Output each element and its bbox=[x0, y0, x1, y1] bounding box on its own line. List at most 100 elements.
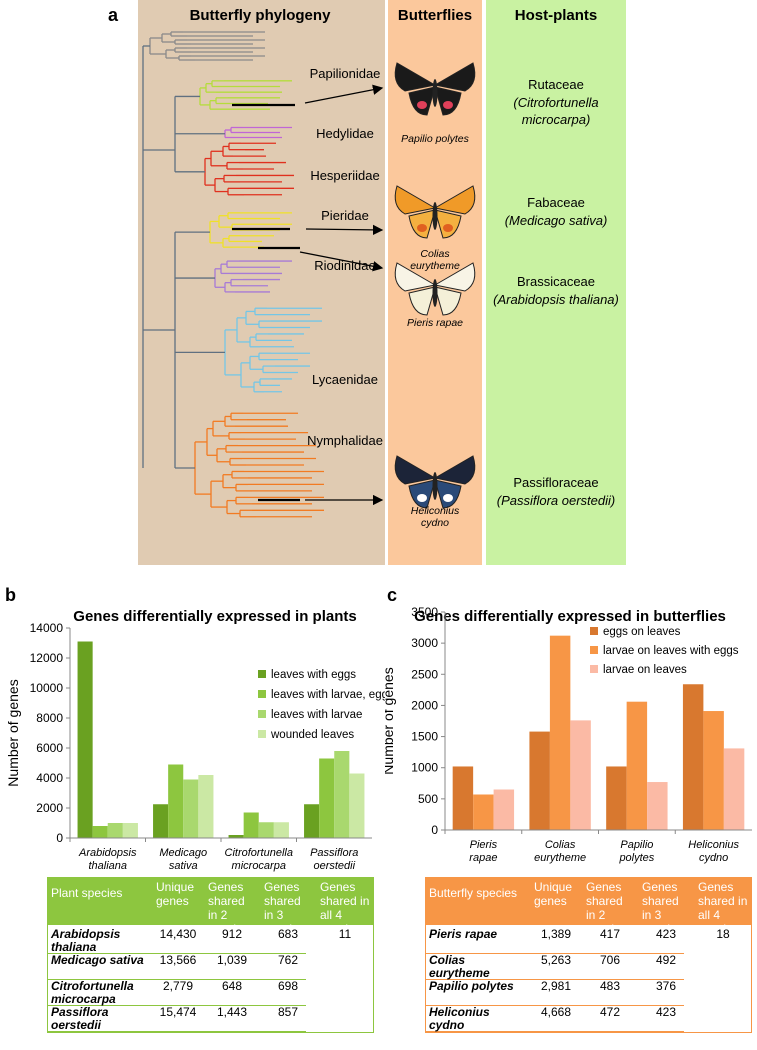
row-divider bbox=[47, 1005, 306, 1006]
chart-title: Genes differentially expressed in butter… bbox=[414, 608, 726, 625]
x-tick-label: Arabidopsis thaliana bbox=[78, 847, 137, 872]
arrow bbox=[305, 224, 384, 236]
y-tick-label: 2000 bbox=[36, 801, 63, 815]
panel-label: a bbox=[108, 5, 119, 25]
table-cell: 15,474 bbox=[159, 1005, 197, 1019]
table-cell: 683 bbox=[277, 927, 299, 941]
wing bbox=[394, 185, 437, 215]
y-tick-label: 8000 bbox=[36, 711, 63, 725]
wing bbox=[434, 286, 462, 316]
bar bbox=[473, 794, 494, 830]
wing bbox=[394, 262, 437, 292]
arrow bbox=[304, 84, 384, 104]
bar bbox=[626, 701, 648, 830]
table-cell: 483 bbox=[599, 979, 621, 993]
family-label: Papilionidae bbox=[309, 66, 381, 81]
legend-label: leaves with eggs bbox=[271, 669, 356, 681]
bar bbox=[92, 826, 108, 838]
family-label: Nymphalidae bbox=[307, 433, 383, 448]
x-tick-label: Passiflora oerstedii bbox=[310, 847, 358, 872]
wing bbox=[394, 62, 437, 92]
table-cell: 376 bbox=[655, 979, 677, 993]
legend-label: larvae on leaves bbox=[603, 664, 687, 676]
y-tick-label: 3500 bbox=[411, 605, 438, 619]
bar bbox=[529, 731, 550, 830]
species-cell: Citrofortunella microcarpa bbox=[51, 979, 134, 1006]
table-cell: 2,981 bbox=[540, 979, 572, 993]
wing-spot bbox=[417, 494, 427, 502]
wing bbox=[394, 455, 437, 485]
table-cell: 423 bbox=[655, 1005, 677, 1019]
header: Host-plants bbox=[514, 7, 598, 24]
arrow bbox=[299, 251, 384, 272]
species-cell: Pieris rapae bbox=[429, 927, 498, 941]
bar bbox=[198, 775, 214, 838]
table-cell: 648 bbox=[221, 979, 243, 993]
bar bbox=[153, 804, 169, 838]
table-cell: 423 bbox=[655, 927, 677, 941]
row-divider bbox=[425, 1031, 684, 1032]
table-cell: 706 bbox=[599, 953, 621, 967]
wing-spot bbox=[417, 224, 427, 232]
legend-label: eggs on leaves bbox=[603, 626, 681, 638]
bar bbox=[304, 804, 320, 838]
species-cell: Arabidopsis thaliana bbox=[51, 927, 121, 954]
bar bbox=[228, 835, 244, 838]
header-cell: Genes shared in 3 species bbox=[264, 880, 305, 936]
legend-swatch bbox=[258, 710, 266, 718]
row-divider bbox=[425, 979, 684, 980]
table-cell: 4,668 bbox=[540, 1005, 572, 1019]
table-header bbox=[425, 877, 752, 925]
species-cell: Passiflora oerstedii bbox=[51, 1005, 109, 1032]
table-cell: 762 bbox=[277, 953, 299, 967]
bar bbox=[570, 720, 591, 830]
x-tick-label: Citrofortunella microcarpa bbox=[225, 847, 293, 872]
header-cell: Genes shared in 2 species bbox=[208, 880, 249, 936]
phylogeny-drawing bbox=[142, 31, 476, 518]
y-tick-label: 3000 bbox=[411, 636, 438, 650]
butterfly-caption: Papilio polytes bbox=[401, 133, 469, 145]
host-species: (Passiflora oerstedii) bbox=[496, 493, 616, 508]
legend-swatch bbox=[590, 646, 598, 654]
wing-spot bbox=[443, 494, 453, 502]
y-tick-label: 500 bbox=[418, 792, 438, 806]
host-species: (Medicago sativa) bbox=[504, 213, 608, 228]
body bbox=[432, 279, 438, 307]
chart: b Genes differentially expressed in plant… bbox=[5, 585, 385, 872]
family-label: Pieridae bbox=[321, 208, 369, 223]
wing bbox=[433, 455, 476, 485]
bar bbox=[107, 823, 123, 838]
x-tick-label: Papilio polytes bbox=[618, 839, 654, 864]
y-axis-label: Number of genes bbox=[385, 667, 396, 774]
family-label: Hesperiidae bbox=[310, 168, 380, 183]
y-tick-label: 0 bbox=[431, 823, 438, 837]
y-tick-label: 1500 bbox=[411, 730, 438, 744]
table-cell: 5,263 bbox=[540, 953, 572, 967]
table-cell: 11 bbox=[338, 927, 352, 941]
legend-swatch bbox=[258, 730, 266, 738]
panel-label: c bbox=[387, 585, 397, 605]
table-cell: 417 bbox=[599, 927, 621, 941]
header-cell: Unique genes bbox=[156, 880, 195, 908]
bar bbox=[168, 764, 184, 838]
y-tick-label: 14000 bbox=[30, 621, 64, 635]
y-tick-label: 4000 bbox=[36, 771, 63, 785]
header: Butterfly phylogeny bbox=[189, 7, 331, 24]
bar bbox=[682, 684, 704, 830]
host-species: (Arabidopsis thaliana) bbox=[493, 292, 619, 307]
y-tick-label: 12000 bbox=[30, 651, 64, 665]
body bbox=[432, 202, 438, 230]
row-divider bbox=[47, 953, 306, 954]
table-cell: 1,039 bbox=[216, 953, 248, 967]
table-cell: 14,430 bbox=[159, 927, 197, 941]
body bbox=[432, 472, 438, 500]
header-cell: Plant species bbox=[51, 886, 123, 900]
bar bbox=[77, 641, 93, 838]
wing-spot bbox=[443, 224, 453, 232]
butterfly-caption: Colias eurytheme bbox=[410, 248, 460, 272]
bar bbox=[723, 748, 745, 830]
bar bbox=[319, 758, 335, 838]
table-cell: 1,443 bbox=[216, 1005, 248, 1019]
body bbox=[432, 79, 438, 107]
